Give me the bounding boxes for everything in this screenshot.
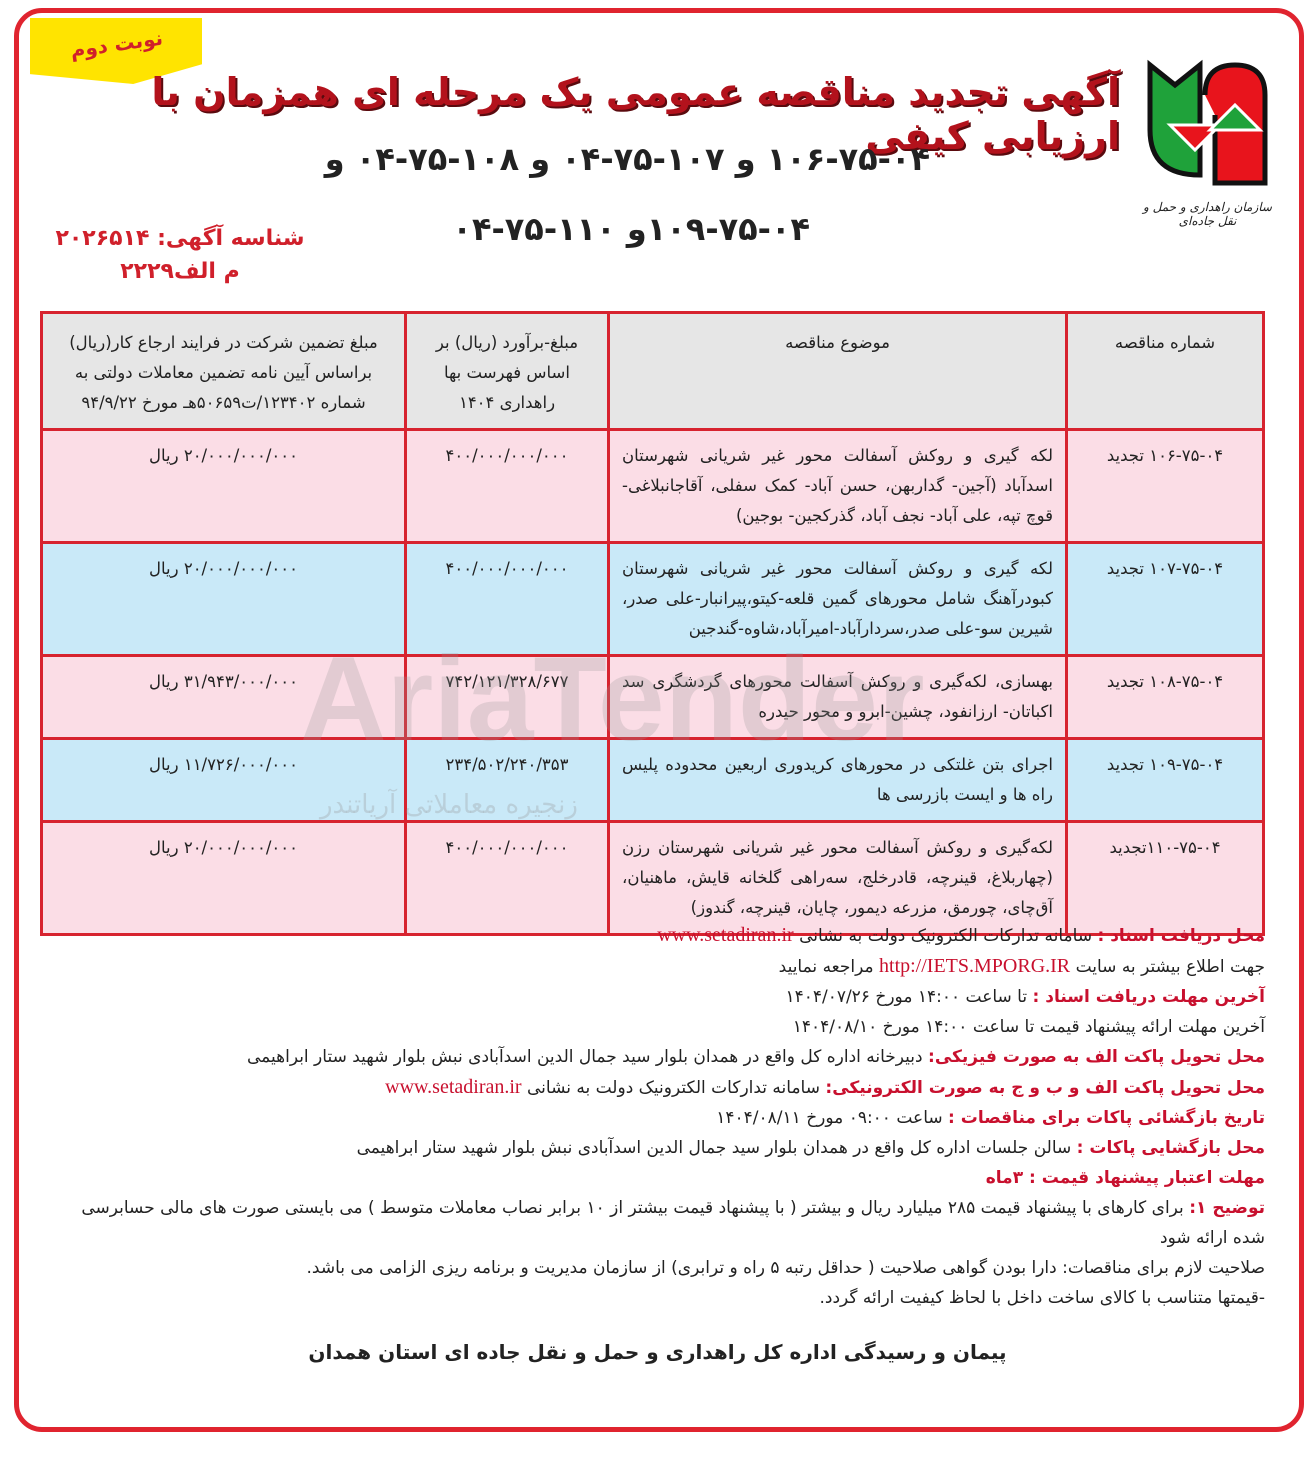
tender-estimate: ۲۳۴/۵۰۲/۲۴۰/۳۵۳	[404, 737, 610, 823]
tender-subject: لکه‌گیری و روکش آسفالت محور غیر شریانی ش…	[607, 820, 1068, 936]
label: محل بازگشایی پاکات :	[1076, 1138, 1265, 1158]
tender-number: ۱۰۸-۷۵-۰۴ تجدید	[1065, 654, 1265, 740]
info-validity: مهلت اعتبار پیشنهاد قیمت : ۳ماه	[50, 1163, 1265, 1193]
header-number: شماره مناقصه	[1065, 311, 1265, 431]
tender-guarantee: ۲۰/۰۰۰/۰۰۰/۰۰۰ ریال	[40, 428, 407, 544]
value: تا ساعت ۱۴:۰۰ مورخ ۱۴۰۴/۰۷/۲۶	[785, 987, 1028, 1007]
tender-guarantee: ۳۱/۹۴۳/۰۰۰/۰۰۰ ریال	[40, 654, 407, 740]
header-estimate: مبلغ-برآورد (ریال) بر اساس فهرست بها راه…	[404, 311, 610, 431]
table-row: ۱۰۷-۷۵-۰۴ تجدید لکه گیری و روکش آسفالت م…	[40, 541, 1265, 657]
ad-ref: م الف۲۲۲۹	[120, 259, 240, 284]
setadiran-link[interactable]: www.setadiran.ir	[385, 1076, 522, 1098]
label: محل تحویل پاکت الف به صورت فیزیکی:	[928, 1047, 1265, 1067]
table-row: ۱۱۰-۷۵-۰۴تجدید لکه‌گیری و روکش آسفالت مح…	[40, 820, 1265, 936]
tender-number: ۱۰۹-۷۵-۰۴ تجدید	[1065, 737, 1265, 823]
tender-estimate: ۴۰۰/۰۰۰/۰۰۰/۰۰۰	[404, 428, 610, 544]
tender-estimate: ۴۰۰/۰۰۰/۰۰۰/۰۰۰	[404, 541, 610, 657]
text: جهت اطلاع بیشتر به سایت	[1075, 957, 1265, 977]
tender-guarantee: ۱۱/۷۲۶/۰۰۰/۰۰۰ ریال	[40, 737, 407, 823]
info-domestic-goods: -قیمتها متناسب با کالای ساخت داخل با لحا…	[819, 1288, 1265, 1308]
tender-number: ۱۰۶-۷۵-۰۴ تجدید	[1065, 428, 1265, 544]
tender-subject: بهسازی، لکه‌گیری و روکش آسفالت محورهای گ…	[607, 654, 1068, 740]
tender-table: شماره مناقصه موضوع مناقصه مبلغ-برآورد (ر…	[40, 311, 1265, 936]
text: مراجعه نمایید	[778, 957, 874, 977]
info-documents-location: محل دریافت اسناد : سامانه تدارکات الکترو…	[50, 920, 1265, 951]
info-doc-deadline: آخرین مهلت دریافت اسناد : تا ساعت ۱۴:۰۰ …	[50, 982, 1265, 1012]
info-more: جهت اطلاع بیشتر به سایت http://IETS.MPOR…	[50, 951, 1265, 982]
value: سالن جلسات اداره کل واقع در همدان بلوار …	[356, 1138, 1072, 1158]
value: دبیرخانه اداره کل واقع در همدان بلوار سی…	[247, 1047, 923, 1067]
ad-title: آگهی تجدید مناقصه عمومی یک مرحله ای همزم…	[151, 70, 1120, 158]
value: سامانه تدارکات الکترونیک دولت به نشانی	[526, 1078, 820, 1098]
info-bid-deadline: آخرین مهلت ارائه پیشنهاد قیمت تا ساعت ۱۴…	[792, 1017, 1265, 1037]
info-physical-delivery: محل تحویل پاکت الف به صورت فیزیکی: دبیرخ…	[50, 1042, 1265, 1072]
info-opening-location: محل بازگشایی پاکات : سالن جلسات اداره کل…	[50, 1133, 1265, 1163]
tender-estimate: ۷۴۲/۱۲۱/۳۲۸/۶۷۷	[404, 654, 610, 740]
label: تاریخ بازگشائی پاکات برای مناقصات :	[948, 1108, 1265, 1128]
table-header-row: شماره مناقصه موضوع مناقصه مبلغ-برآورد (ر…	[40, 311, 1265, 431]
tender-numbers-line2: ۱۰۹-۷۵-۰۴و ۱۱۰-۷۵-۰۴	[452, 210, 810, 248]
tender-guarantee: ۲۰/۰۰۰/۰۰۰/۰۰۰ ریال	[40, 820, 407, 936]
label: مهلت اعتبار پیشنهاد قیمت : ۳ماه	[985, 1168, 1265, 1188]
ad-id-number: شناسه آگهی: ۲۰۲۶۵۱۴	[55, 226, 305, 251]
tender-number: ۱۱۰-۷۵-۰۴تجدید	[1065, 820, 1265, 936]
label: محل تحویل پاکت الف و ب و ج به صورت الکتر…	[825, 1078, 1265, 1098]
info-note1: توضیح ۱: برای کارهای با پیشنهاد قیمت ۲۸۵…	[50, 1193, 1265, 1253]
tender-guarantee: ۲۰/۰۰۰/۰۰۰/۰۰۰ ریال	[40, 541, 407, 657]
table-row: ۱۰۶-۷۵-۰۴ تجدید لکه گیری و روکش آسفالت م…	[40, 428, 1265, 544]
iets-link[interactable]: http://IETS.MPORG.IR	[879, 955, 1071, 977]
table-row: ۱۰۹-۷۵-۰۴ تجدید اجرای بتن غلتکی در محوره…	[40, 737, 1265, 823]
badge-label: نوبت دوم	[68, 25, 165, 63]
value: ساعت ۰۹:۰۰ مورخ ۱۴۰۴/۰۸/۱۱	[716, 1108, 943, 1128]
logo-caption: سازمان راهداری و حمل و نقل جاده‌ای	[1143, 200, 1272, 228]
header-guarantee: مبلغ تضمین شرکت در فرایند ارجاع کار(ریال…	[40, 311, 407, 431]
value: سامانه تدارکات الکترونیک دولت به نشانی	[799, 926, 1093, 946]
setadiran-link[interactable]: www.setadiran.ir	[657, 924, 794, 946]
info-qualification: صلاحیت لازم برای مناقصات: دارا بودن گواه…	[306, 1258, 1265, 1278]
tender-info: محل دریافت اسناد : سامانه تدارکات الکترو…	[50, 920, 1265, 1313]
tender-numbers-line1: ۱۰۶-۷۵-۰۴ و ۱۰۷-۷۵-۰۴ و ۱۰۸-۷۵-۰۴ و	[324, 140, 930, 178]
info-opening-date: تاریخ بازگشائی پاکات برای مناقصات : ساعت…	[50, 1103, 1265, 1133]
label: محل دریافت اسناد :	[1097, 926, 1265, 946]
value: برای کارهای با پیشنهاد قیمت ۲۸۵ میلیارد …	[81, 1198, 1265, 1248]
tender-number: ۱۰۷-۷۵-۰۴ تجدید	[1065, 541, 1265, 657]
label: توضیح ۱:	[1189, 1198, 1265, 1218]
info-electronic-delivery: محل تحویل پاکت الف و ب و ج به صورت الکتر…	[50, 1072, 1265, 1103]
tender-estimate: ۴۰۰/۰۰۰/۰۰۰/۰۰۰	[404, 820, 610, 936]
ad-frame	[14, 8, 1304, 1432]
table-row: ۱۰۸-۷۵-۰۴ تجدید بهسازی، لکه‌گیری و روکش …	[40, 654, 1265, 740]
label: آخرین مهلت دریافت اسناد :	[1032, 987, 1266, 1007]
issuer-footer: پیمان و رسیدگی اداره کل راهداری و حمل و …	[308, 1340, 1007, 1364]
tender-subject: لکه گیری و روکش آسفالت محور غیر شریانی ش…	[607, 541, 1068, 657]
road-maintenance-logo-icon	[1147, 59, 1268, 186]
tender-subject: اجرای بتن غلتکی در محورهای کریدوری اربعی…	[607, 737, 1068, 823]
header-subject: موضوع مناقصه	[607, 311, 1068, 431]
tender-subject: لکه گیری و روکش آسفالت محور غیر شریانی ش…	[607, 428, 1068, 544]
ad-id: شناسه آگهی: ۲۰۲۶۵۱۴ م الف۲۲۲۹	[55, 222, 305, 288]
